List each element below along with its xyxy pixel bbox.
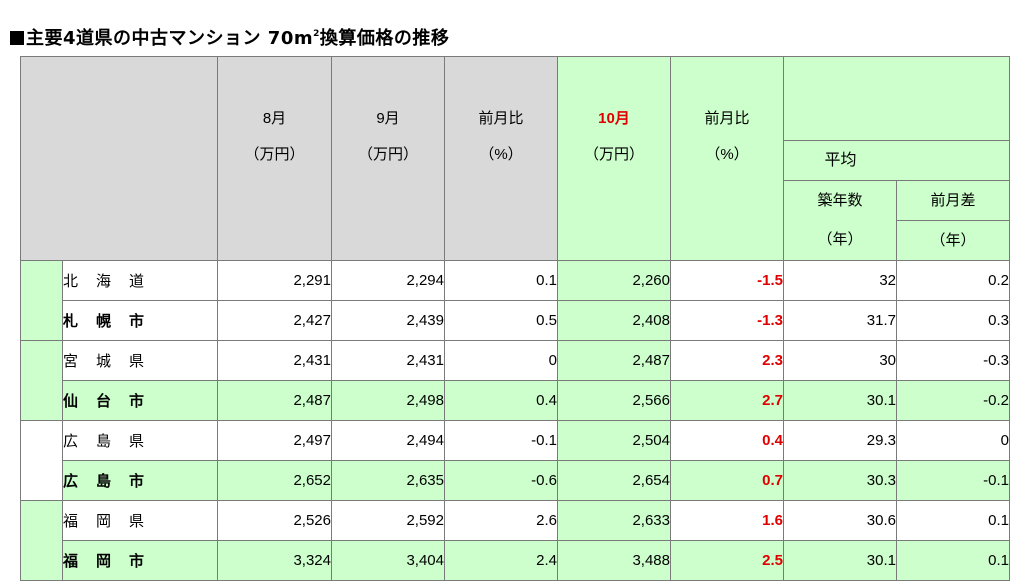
cell-oct: 2,260 — [557, 260, 671, 301]
cell-sep: 2,494 — [331, 420, 445, 461]
cell-aug: 2,652 — [217, 460, 332, 501]
cell-ratio2: 0.4 — [670, 420, 784, 461]
group-miyagi — [20, 340, 63, 421]
cell-ratio2: 0.7 — [670, 460, 784, 501]
cell-sep: 2,431 — [331, 340, 445, 381]
cell-age: 29.3 — [783, 420, 897, 461]
header-prev-diff: 前月差 — [896, 180, 1010, 221]
title-square-marker — [10, 31, 24, 45]
cell-diff: -0.1 — [896, 460, 1010, 501]
cell-age: 30 — [783, 340, 897, 381]
cell-oct: 2,654 — [557, 460, 671, 501]
cell-oct: 2,487 — [557, 340, 671, 381]
row-name: 仙台市 — [62, 380, 218, 421]
row-name: 福岡市 — [62, 540, 218, 581]
cell-diff: 0.3 — [896, 300, 1010, 341]
cell-age: 30.6 — [783, 500, 897, 541]
header-oct: 10月 （万円） — [557, 56, 671, 261]
cell-oct: 2,566 — [557, 380, 671, 421]
cell-ratio1: 2.6 — [444, 500, 558, 541]
title-superscript: 2 — [313, 29, 320, 39]
header-blank — [20, 56, 218, 261]
row-name: 北海道 — [62, 260, 218, 301]
cell-age: 32 — [783, 260, 897, 301]
header-avg: 平均 — [783, 140, 1010, 181]
page-title: 主要4道県の中古マンション 70m2換算価格の推移 — [10, 20, 450, 49]
cell-sep: 2,635 — [331, 460, 445, 501]
cell-age: 30.1 — [783, 380, 897, 421]
group-hokkaido — [20, 260, 63, 341]
header-sep: 9月 （万円） — [331, 56, 445, 261]
cell-oct: 2,504 — [557, 420, 671, 461]
cell-sep: 2,439 — [331, 300, 445, 341]
cell-oct: 2,633 — [557, 500, 671, 541]
row-name: 宮城県 — [62, 340, 218, 381]
header-top-blank — [783, 56, 1010, 141]
cell-diff: 0.1 — [896, 540, 1010, 581]
cell-aug: 2,487 — [217, 380, 332, 421]
cell-sep: 3,404 — [331, 540, 445, 581]
cell-aug: 2,526 — [217, 500, 332, 541]
cell-ratio1: 0 — [444, 340, 558, 381]
cell-aug: 2,431 — [217, 340, 332, 381]
cell-oct: 3,488 — [557, 540, 671, 581]
header-prev-ratio-2: 前月比 （%） — [670, 56, 784, 261]
title-suffix: 換算価格の推移 — [319, 28, 450, 49]
cell-ratio2: -1.5 — [670, 260, 784, 301]
cell-ratio2: 1.6 — [670, 500, 784, 541]
cell-diff: 0.2 — [896, 260, 1010, 301]
header-aug: 8月 （万円） — [217, 56, 332, 261]
cell-ratio1: 0.5 — [444, 300, 558, 341]
cell-ratio1: 0.4 — [444, 380, 558, 421]
price-table: 8月 （万円） 9月 （万円） 前月比 （%） 10月 （万円） 前月比 （%） 平均 築… — [20, 56, 1010, 581]
header-age: 築年数 — [783, 180, 897, 221]
cell-ratio2: 2.3 — [670, 340, 784, 381]
group-hiroshima — [20, 420, 63, 501]
cell-aug: 2,427 — [217, 300, 332, 341]
cell-oct: 2,408 — [557, 300, 671, 341]
cell-ratio1: -0.1 — [444, 420, 558, 461]
header-prev-ratio-1: 前月比 （%） — [444, 56, 558, 261]
cell-sep: 2,592 — [331, 500, 445, 541]
cell-age: 30.3 — [783, 460, 897, 501]
cell-ratio2: 2.5 — [670, 540, 784, 581]
cell-ratio1: -0.6 — [444, 460, 558, 501]
row-name: 福岡県 — [62, 500, 218, 541]
header-age-unit: （年） — [783, 220, 897, 261]
cell-age: 31.7 — [783, 300, 897, 341]
cell-diff: -0.3 — [896, 340, 1010, 381]
cell-diff: 0 — [896, 420, 1010, 461]
row-name: 広島県 — [62, 420, 218, 461]
cell-aug: 2,291 — [217, 260, 332, 301]
cell-ratio2: -1.3 — [670, 300, 784, 341]
cell-ratio2: 2.7 — [670, 380, 784, 421]
cell-aug: 3,324 — [217, 540, 332, 581]
cell-aug: 2,497 — [217, 420, 332, 461]
row-name: 広島市 — [62, 460, 218, 501]
cell-diff: -0.2 — [896, 380, 1010, 421]
cell-sep: 2,498 — [331, 380, 445, 421]
cell-ratio1: 2.4 — [444, 540, 558, 581]
title-main: 主要4道県の中古マンション 70m — [26, 28, 314, 49]
group-fukuoka — [20, 500, 63, 581]
cell-age: 30.1 — [783, 540, 897, 581]
cell-sep: 2,294 — [331, 260, 445, 301]
row-name: 札幌市 — [62, 300, 218, 341]
cell-diff: 0.1 — [896, 500, 1010, 541]
header-diff-unit: （年） — [896, 220, 1010, 261]
cell-ratio1: 0.1 — [444, 260, 558, 301]
